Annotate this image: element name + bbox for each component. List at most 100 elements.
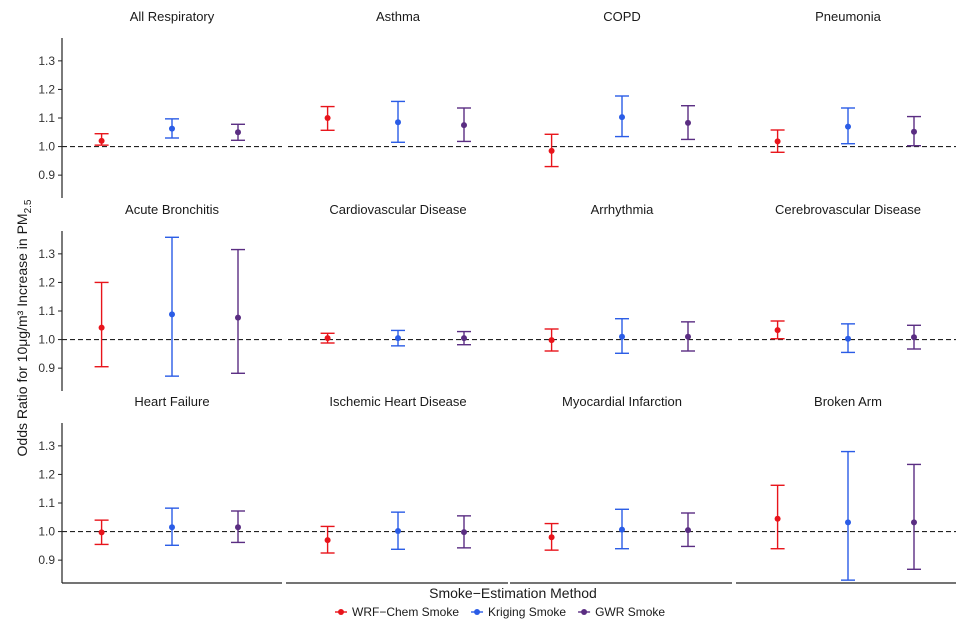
error-bar [615,508,629,550]
point-estimate [324,115,331,121]
point-estimate [395,335,401,342]
panel-title: Heart Failure [134,394,209,409]
y-tick-label: 1.3 [38,439,55,453]
panel-title: Arrhythmia [591,202,655,217]
legend-key-dot [338,609,344,615]
error-bar [94,519,109,546]
error-bar [841,107,855,145]
point-estimate [324,537,331,544]
panel-title: COPD [603,9,641,24]
point-estimate [911,519,917,526]
y-tick-label: 1.0 [38,333,55,347]
facet-panel: Pneumonia [738,9,956,153]
error-bar [457,107,471,143]
legend: WRF−Chem Smoke Kriging Smoke GWR Smoke [335,605,665,619]
point-estimate [619,526,625,533]
point-estimate [548,534,555,541]
error-bar [457,515,471,549]
point-estimate [619,114,625,121]
error-bar [457,330,471,346]
error-bar [320,105,335,131]
error-bar [165,236,179,377]
point-estimate [395,528,401,534]
error-bar [907,324,921,350]
y-axis-title-main: Odds Ratio for 10μg/m³ Increase in PM [14,213,30,456]
error-bar [231,510,245,544]
y-tick-label: 0.9 [38,361,55,375]
y-tick-label: 1.1 [38,496,55,510]
y-tick-label: 1.2 [38,467,55,481]
point-estimate [98,529,105,536]
legend-key-dot [581,609,588,615]
panel-title: Broken Arm [814,394,882,409]
point-estimate [685,527,691,534]
error-bar [391,329,405,347]
point-estimate [548,147,555,154]
point-estimate [98,324,105,331]
error-bar [681,321,695,352]
facet-panel: Arrhythmia [512,202,732,354]
point-estimate [461,122,467,129]
y-axis-title-subscript: 2.5 [23,199,34,213]
error-bar [615,95,629,138]
point-estimate [911,334,917,341]
panel-title: Pneumonia [815,9,882,24]
point-estimate [169,125,175,132]
error-bar [770,129,785,153]
error-bar [94,133,109,146]
y-tick-label: 0.9 [38,553,55,567]
legend-key-dot [474,609,481,615]
point-estimate [685,333,691,340]
error-bar [907,115,921,147]
error-bar [320,525,335,554]
error-bar [391,511,405,550]
point-estimate [324,335,331,342]
error-bar [165,507,179,546]
point-estimate [169,311,175,318]
point-estimate [619,333,625,340]
y-tick-label: 1.1 [38,304,55,318]
point-estimate [774,515,781,522]
point-estimate [461,335,467,342]
point-estimate [235,314,241,321]
y-tick-label: 1.3 [38,54,55,68]
point-estimate [845,123,851,130]
error-bar [615,318,629,354]
legend-item: Kriging Smoke [471,605,566,619]
error-bar [320,332,335,344]
point-estimate [395,119,401,126]
error-bar [165,118,179,139]
point-estimate [845,335,851,342]
error-bar [770,484,785,550]
point-estimate [235,129,241,136]
panel-title: Cardiovascular Disease [329,202,466,217]
error-bar [841,450,855,581]
panel-title: Ischemic Heart Disease [329,394,466,409]
error-bar [770,320,785,340]
facet-panel: Heart Failure 0.9 1.0 1.1 1.2 1.3 [38,394,282,584]
facet-panel: Ischemic Heart Disease [286,394,508,584]
facet-panel: Cerebrovascular Disease [738,202,956,354]
y-axis-title: Odds Ratio for 10μg/m³ Increase in PM2.5 [14,199,34,456]
point-estimate [235,524,241,531]
error-bar [907,463,921,570]
error-bar [544,328,559,352]
point-estimate [548,337,555,344]
point-estimate [774,138,781,145]
point-estimate [169,524,175,531]
y-tick-label: 1.1 [38,111,55,125]
point-estimate [461,529,467,536]
panel-title: Cerebrovascular Disease [775,202,921,217]
facet-panel: Cardiovascular Disease [288,202,508,347]
error-bar [391,100,405,143]
legend-item: GWR Smoke [578,605,665,619]
panel-grid: All Respiratory 0.9 1.0 1.1 1.2 1.3 Asthma COPD… [38,9,956,584]
error-bar [544,522,559,551]
legend-label: WRF−Chem Smoke [352,605,459,619]
panel-title: All Respiratory [130,9,215,24]
point-estimate [774,327,781,334]
error-bar [841,323,855,354]
y-tick-label: 1.0 [38,525,55,539]
y-tick-label: 1.3 [38,247,55,261]
